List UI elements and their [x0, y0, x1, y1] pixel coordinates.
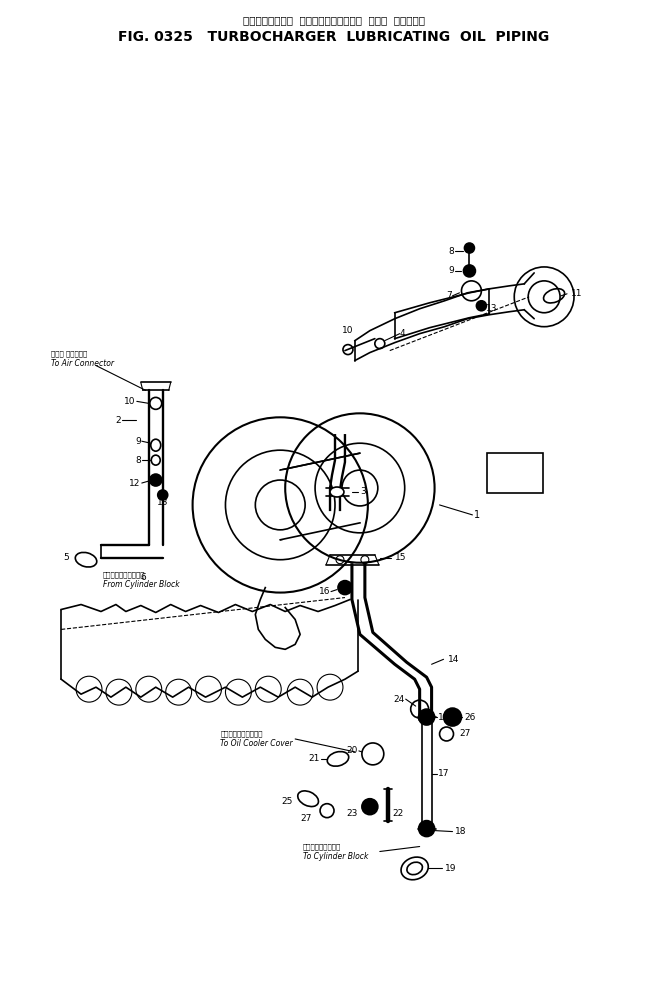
- Text: 4: 4: [400, 329, 405, 338]
- Text: 11: 11: [571, 290, 583, 299]
- Text: 23: 23: [347, 809, 358, 818]
- Text: To Oil Cooler Cover: To Oil Cooler Cover: [221, 739, 293, 748]
- Text: 6: 6: [140, 573, 147, 582]
- Text: 12: 12: [129, 478, 140, 487]
- Text: FIG. 0325   TURBOCHARGER  LUBRICATING  OIL  PIPING: FIG. 0325 TURBOCHARGER LUBRICATING OIL P…: [118, 29, 550, 44]
- FancyBboxPatch shape: [487, 453, 543, 493]
- Text: 8: 8: [449, 246, 454, 255]
- Text: 22: 22: [393, 809, 404, 818]
- Text: From Cylinder Block: From Cylinder Block: [103, 580, 179, 589]
- Text: 20: 20: [347, 746, 358, 755]
- Text: 9: 9: [449, 266, 454, 275]
- Text: 1: 1: [474, 510, 480, 519]
- Text: 24: 24: [393, 694, 405, 704]
- Text: 7: 7: [446, 292, 452, 300]
- Text: 5: 5: [64, 553, 69, 563]
- Text: 2: 2: [115, 415, 121, 425]
- Circle shape: [464, 243, 474, 253]
- Text: 27: 27: [301, 814, 312, 823]
- Ellipse shape: [330, 487, 344, 497]
- Circle shape: [464, 265, 476, 277]
- Text: 21: 21: [308, 754, 320, 763]
- Text: 8: 8: [135, 456, 140, 464]
- FancyBboxPatch shape: [280, 470, 360, 540]
- Circle shape: [362, 798, 378, 815]
- Text: 17: 17: [438, 769, 449, 779]
- Circle shape: [444, 708, 462, 726]
- Text: To Air Connector: To Air Connector: [52, 359, 114, 368]
- Circle shape: [338, 580, 352, 594]
- Circle shape: [150, 474, 162, 486]
- Text: 19: 19: [444, 864, 456, 873]
- Text: 13: 13: [157, 499, 169, 508]
- Text: オイルクーラカバーへ: オイルクーラカバーへ: [221, 731, 263, 737]
- Text: 10: 10: [124, 397, 136, 406]
- Text: ターボチャージャ  ルーブリケーティング  オイル  パイピング: ターボチャージャ ルーブリケーティング オイル パイピング: [243, 15, 425, 25]
- Text: 3: 3: [360, 487, 366, 497]
- Text: To Cylinder Block: To Cylinder Block: [303, 852, 369, 861]
- Text: 14: 14: [448, 655, 459, 664]
- Text: エアー コネクタへ: エアー コネクタへ: [52, 351, 88, 356]
- Text: 15: 15: [395, 553, 406, 563]
- Circle shape: [158, 490, 168, 500]
- Text: 18: 18: [438, 713, 449, 722]
- Text: 18: 18: [454, 827, 466, 836]
- Text: 16: 16: [318, 587, 330, 596]
- Ellipse shape: [151, 439, 161, 451]
- Text: シリンダブロックへ: シリンダブロックへ: [303, 844, 341, 849]
- Text: 13: 13: [486, 304, 498, 313]
- Text: 9: 9: [135, 437, 140, 446]
- Text: 10: 10: [343, 326, 354, 335]
- Text: 26: 26: [464, 713, 476, 722]
- Circle shape: [419, 709, 435, 725]
- Circle shape: [476, 300, 486, 310]
- Text: シリンダブロックから: シリンダブロックから: [103, 572, 145, 578]
- Text: 27: 27: [460, 730, 471, 738]
- Text: FWD: FWD: [502, 468, 528, 478]
- Text: 25: 25: [282, 797, 293, 806]
- Circle shape: [419, 821, 435, 837]
